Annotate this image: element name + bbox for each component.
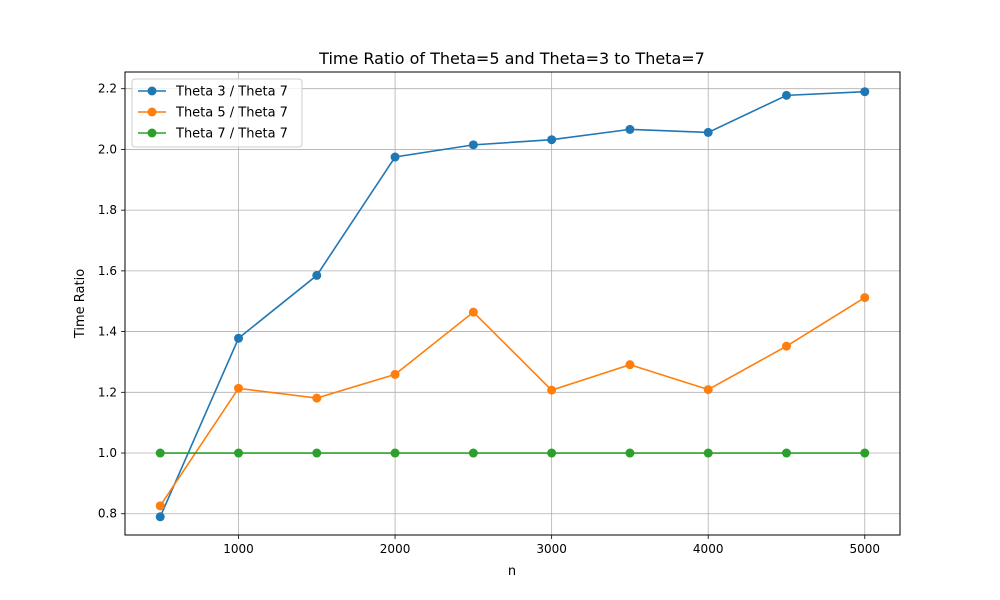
series-3-point (703, 448, 713, 458)
series-2-point (468, 307, 478, 317)
plot-frame (124, 71, 901, 536)
x-tick-label: 3000 (536, 542, 567, 556)
series-1-point (234, 333, 244, 343)
series-1-point (390, 152, 400, 162)
series-2-point (860, 293, 870, 303)
y-axis-ticks: 0.8 1.0 1.2 1.4 1.6 1.8 2.0 2.2 (98, 82, 125, 521)
series-3-point (312, 448, 322, 458)
y-tick-label: 2.2 (98, 82, 117, 96)
y-tick-label: 1.4 (98, 325, 117, 339)
x-axis-label: n (508, 564, 516, 579)
chart-title: Time Ratio of Theta=5 and Theta=3 to The… (318, 49, 705, 68)
legend-label-3: Theta 7 / Theta 7 (175, 127, 288, 142)
series-3-point (625, 448, 635, 458)
legend: Theta 3 / Theta 7 Theta 5 / Theta 7 Theta … (131, 78, 303, 148)
x-tick-label: 1000 (223, 542, 254, 556)
series-3-point (234, 448, 244, 458)
series-2-point (390, 369, 400, 379)
y-tick-label: 1.8 (98, 203, 117, 217)
series-2-point (155, 501, 165, 511)
series-3-point (468, 448, 478, 458)
series-3-point (781, 448, 791, 458)
x-tick-label: 2000 (380, 542, 411, 556)
y-tick-label: 2.0 (98, 142, 117, 156)
series-1-point (547, 135, 557, 145)
series-1-point (155, 512, 165, 522)
legend-marker-2 (147, 107, 157, 117)
grid-layer (125, 72, 900, 535)
y-tick-label: 1.6 (98, 264, 117, 278)
series-2-point (781, 341, 791, 351)
legend-label-2: Theta 5 / Theta 7 (175, 106, 288, 121)
series-2-point (625, 360, 635, 370)
x-tick-label: 5000 (849, 542, 880, 556)
x-tick-label: 4000 (693, 542, 724, 556)
series-layer (155, 87, 870, 522)
series-line-1 (159, 90, 865, 518)
series-3-point (547, 448, 557, 458)
series-2-point (547, 385, 557, 395)
legend-items: Theta 3 / Theta 7 Theta 5 / Theta 7 Theta … (138, 85, 288, 142)
legend-marker-1 (147, 86, 157, 96)
y-tick-label: 0.8 (98, 507, 117, 521)
series-1-point (703, 127, 713, 137)
x-axis-ticks: 1000 2000 3000 4000 5000 (223, 535, 880, 556)
y-tick-label: 1.2 (98, 385, 117, 399)
series-2-point (312, 393, 322, 403)
legend-label-1: Theta 3 / Theta 7 (175, 85, 288, 100)
series-3-point (155, 448, 165, 458)
legend-box (131, 78, 303, 148)
series-2-point (234, 383, 244, 393)
legend-marker-3 (147, 128, 157, 138)
series-line-2 (159, 296, 866, 507)
series-1-point (312, 270, 322, 280)
series-1-point (625, 124, 635, 134)
y-axis-label: Time Ratio (73, 269, 88, 339)
series-1-point (468, 140, 478, 150)
series-3-point (860, 448, 870, 458)
series-2-point (703, 385, 713, 395)
y-tick-label: 1.0 (98, 446, 117, 460)
series-3-point (390, 448, 400, 458)
series-1-point (781, 90, 791, 100)
series-1-point (860, 87, 870, 97)
